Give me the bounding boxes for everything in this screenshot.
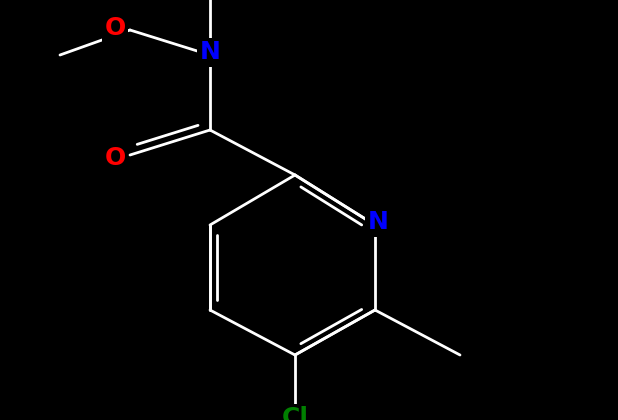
Text: O: O	[104, 146, 125, 170]
Text: N: N	[368, 210, 389, 234]
Text: O: O	[104, 16, 125, 40]
Text: N: N	[200, 40, 221, 64]
Text: Cl: Cl	[282, 406, 308, 420]
